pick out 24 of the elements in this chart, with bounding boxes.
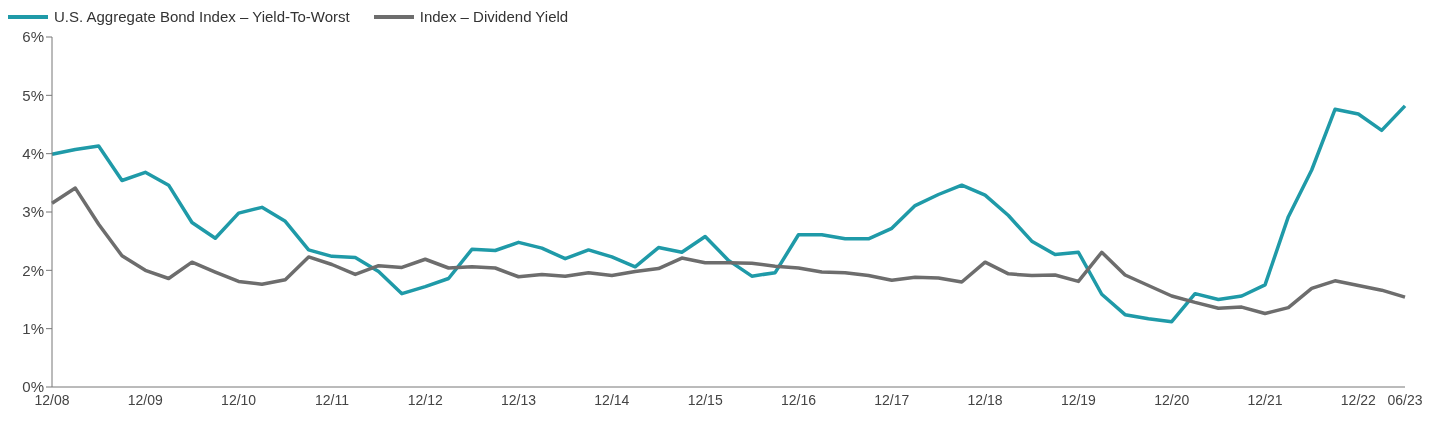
x-tick-label: 06/23 [1387,391,1423,408]
y-tick-label: 1% [22,319,44,337]
x-tick-label: 12/11 [314,391,350,408]
x-tick-label: 12/18 [967,391,1003,408]
x-tick-label: 12/21 [1247,391,1283,408]
x-tick-label: 12/15 [687,391,723,408]
x-tick-label: 12/16 [780,391,817,408]
line-series [50,104,1407,324]
x-tick-label: 12/12 [407,391,443,408]
legend-label: Index – Dividend Yield [419,8,569,25]
y-tick-label: 2% [22,261,44,279]
x-tick-label: 12/14 [594,391,630,408]
x-tick-label: 12/22 [1340,391,1377,408]
x-tick-label: 12/13 [501,391,537,408]
x-tick-label: 12/17 [874,391,910,408]
x-tick-label: 12/09 [127,391,164,408]
y-tick-label: 6% [22,28,44,46]
x-tick-label: 12/10 [221,391,257,408]
y-tick-label: 5% [22,86,44,104]
legend-label: U.S. Aggregate Bond Index – Yield-To-Worst [54,8,350,25]
y-tick-label: 3% [22,203,44,221]
x-tick-label: 12/20 [1154,391,1190,408]
y-tick-label: 4% [22,144,44,162]
x-tick-label: 12/19 [1060,391,1097,408]
